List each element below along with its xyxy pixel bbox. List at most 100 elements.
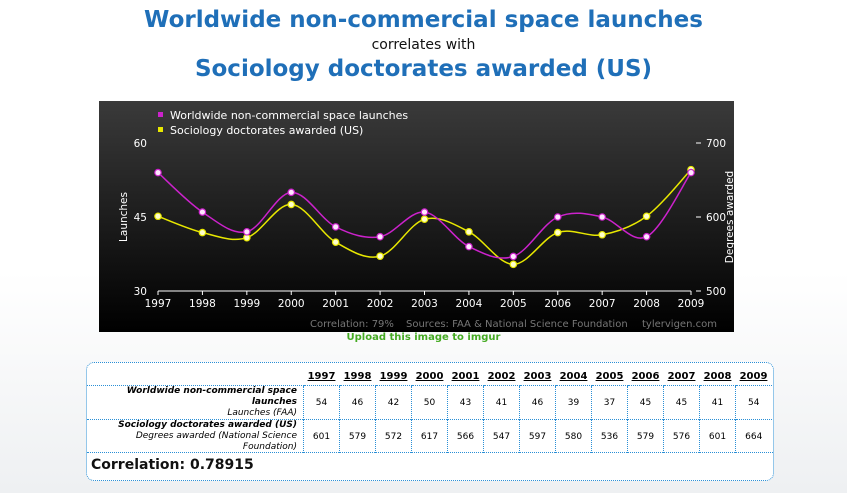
table-cell-launches: 54 xyxy=(735,385,772,420)
x-tick-label: 2002 xyxy=(367,298,394,310)
table-cell-doctorates: 601 xyxy=(699,419,736,453)
data-point-launches xyxy=(331,223,340,231)
table-cell-doctorates: 579 xyxy=(627,419,664,453)
table-cell-launches: 45 xyxy=(663,385,700,420)
data-table-box: 1997 1998 1999 2000 2001 2002 2003 2004 2005 2006… xyxy=(86,362,774,481)
x-tick-label: 2004 xyxy=(456,298,483,310)
table-cell-launches: 54 xyxy=(303,385,340,420)
data-point-launches xyxy=(642,232,651,241)
upload-link[interactable]: Upload this image to imgur xyxy=(346,332,501,343)
table-year-header: 2002 xyxy=(487,370,516,382)
divider xyxy=(87,452,773,453)
data-point-doctorates xyxy=(598,230,606,239)
y-left-tick-label: 30 xyxy=(134,286,147,298)
y-left-axis-label: Launches xyxy=(118,192,130,242)
table-cell-doctorates: 617 xyxy=(411,419,448,453)
table-cell-doctorates: 601 xyxy=(303,419,340,453)
chart-axes: 1997 1998 1999 2000 2001 2002 2003 2004 2005 2006… xyxy=(118,138,734,310)
data-point-launches xyxy=(198,208,207,216)
table-year-header: 2008 xyxy=(703,370,732,382)
legend-swatch-doctorates xyxy=(158,127,163,132)
y-right-tick-label: 500 xyxy=(706,286,726,298)
table-cell-launches: 45 xyxy=(627,385,664,420)
table-cell-launches: 41 xyxy=(699,385,736,420)
table-cell-doctorates: 572 xyxy=(375,419,412,453)
chart-legend: Worldwide non-commercial space launches … xyxy=(158,109,408,137)
table-year-header: 1999 xyxy=(379,370,408,382)
footer-correlation-note: Correlation: 79% xyxy=(310,319,394,330)
chart-background xyxy=(99,101,734,332)
footer-site: tylervigen.com xyxy=(642,319,717,330)
table-cell-doctorates: 664 xyxy=(735,419,772,453)
x-tick-label: 2008 xyxy=(633,298,660,310)
table-cell-doctorates: 597 xyxy=(519,419,556,453)
data-point-doctorates xyxy=(154,212,162,221)
y-right-axis-label: Degrees awarded xyxy=(724,171,734,263)
y-right-tick-label: 600 xyxy=(706,212,726,224)
x-tick-label: 2009 xyxy=(678,298,705,310)
table-cell-doctorates: 536 xyxy=(591,419,628,453)
table-year-header: 2006 xyxy=(631,370,660,382)
table-year-header: 2004 xyxy=(559,370,588,382)
data-point-doctorates xyxy=(509,260,518,269)
row-title-doctorates: Sociology doctorates awarded (US) xyxy=(118,420,297,430)
table-year-header: 2001 xyxy=(451,370,480,382)
x-tick-label: 2001 xyxy=(322,298,349,310)
table-cell-launches: 46 xyxy=(339,385,376,420)
legend-label-doctorates: Sociology doctorates awarded (US) xyxy=(170,124,363,137)
table-cell-doctorates: 580 xyxy=(555,419,592,453)
data-point-launches xyxy=(687,168,695,177)
table-year-header: 1998 xyxy=(343,370,372,382)
table-cell-doctorates: 566 xyxy=(447,419,484,453)
data-point-doctorates xyxy=(642,212,651,221)
table-year-header: 2005 xyxy=(595,370,624,382)
table-cell-launches: 50 xyxy=(411,385,448,420)
x-tick-label: 1998 xyxy=(189,298,216,310)
data-point-doctorates xyxy=(376,252,384,261)
data-point-doctorates xyxy=(287,200,296,209)
chart-series xyxy=(154,165,695,269)
data-point-launches xyxy=(376,232,384,241)
table-cell-doctorates: 579 xyxy=(339,419,376,453)
table-cell-launches: 37 xyxy=(591,385,628,420)
data-point-launches xyxy=(509,252,518,261)
data-point-launches xyxy=(598,213,606,221)
table-cell-launches: 43 xyxy=(447,385,484,420)
data-point-launches xyxy=(243,228,251,236)
data-table: 1997 1998 1999 2000 2001 2002 2003 2004 2005 2006… xyxy=(87,367,772,453)
y-left-tick-label: 60 xyxy=(134,138,147,150)
table-cell-launches: 39 xyxy=(555,385,592,420)
chart-canvas: 1997 1998 1999 2000 2001 2002 2003 2004 2005 2006… xyxy=(99,101,734,332)
data-point-doctorates xyxy=(553,228,562,237)
x-tick-label: 2005 xyxy=(500,298,527,310)
x-tick-label: 2007 xyxy=(589,298,616,310)
table-cell-launches: 46 xyxy=(519,385,556,420)
row-subtitle-doctorates: Degrees awarded (National Science Founda… xyxy=(135,431,297,452)
data-point-launches xyxy=(420,208,429,216)
y-right-tick-label: 700 xyxy=(706,138,726,150)
x-tick-label: 2000 xyxy=(278,298,305,310)
chart-subtitle: correlates with xyxy=(371,37,476,53)
data-point-launches xyxy=(465,242,473,251)
chart-title-primary: Worldwide non-commercial space launches xyxy=(144,7,703,33)
x-tick-label: 2003 xyxy=(411,298,438,310)
table-year-header: 2009 xyxy=(739,370,768,382)
legend-label-launches: Worldwide non-commercial space launches xyxy=(170,109,408,122)
row-label-launches: Worldwide non-commercial space launches … xyxy=(87,385,304,420)
table-year-header: 2007 xyxy=(667,370,696,382)
legend-swatch-launches xyxy=(158,112,163,117)
x-tick-label: 1997 xyxy=(145,298,172,310)
data-point-doctorates xyxy=(465,228,473,236)
data-point-launches xyxy=(154,168,162,177)
data-point-doctorates xyxy=(331,238,340,246)
chart-title-secondary: Sociology doctorates awarded (US) xyxy=(194,56,653,82)
table-row: Worldwide non-commercial space launches … xyxy=(87,385,772,420)
table-cell-launches: 42 xyxy=(375,385,412,420)
row-title-launches: Worldwide non-commercial space launches xyxy=(126,386,297,407)
table-header-row: 1997 1998 1999 2000 2001 2002 2003 2004 2005 2006… xyxy=(87,367,772,386)
table-year-header: 1997 xyxy=(307,370,336,382)
table-cell-doctorates: 547 xyxy=(483,419,520,453)
x-tick-label: 1999 xyxy=(233,298,260,310)
data-point-launches xyxy=(553,213,562,221)
footer-sources: Sources: FAA & National Science Foundati… xyxy=(406,319,628,330)
